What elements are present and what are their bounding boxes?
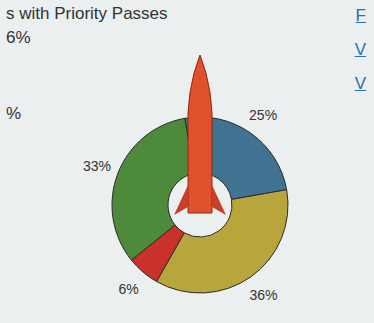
html-text:s with Priority Passes: s with Priority Passes — [6, 4, 168, 23]
html-text:F: F — [355, 6, 366, 25]
html-text:V: V — [354, 74, 366, 93]
svg-text:6%: 6% — [119, 281, 139, 297]
html-text:6%: 6% — [6, 28, 31, 47]
svg-text:25%: 25% — [249, 107, 277, 123]
svg-text:33%: 33% — [83, 158, 111, 174]
svg-text:36%: 36% — [249, 287, 277, 303]
html-text:V: V — [354, 40, 366, 59]
